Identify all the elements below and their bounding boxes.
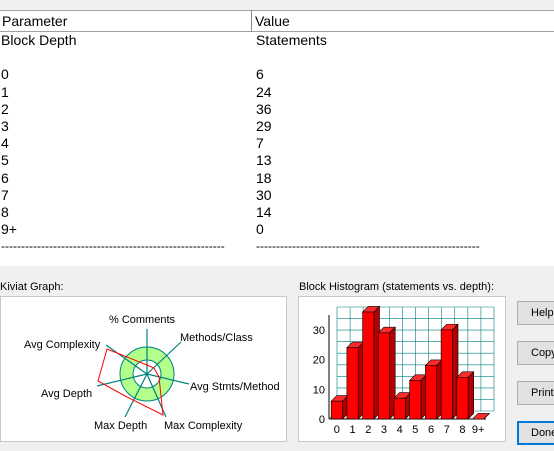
help-button[interactable]: Help <box>517 301 554 325</box>
histogram-y-tick-label: 0 <box>319 414 325 426</box>
table-row-parameter: Block Depth <box>1 32 77 48</box>
parameter-column: Block Depth 0 1 2 3 4 5 6 7 8 9+ ------------------… <box>1 32 225 255</box>
histogram-x-tick-label: 1 <box>349 424 355 436</box>
histogram-bar-side <box>467 371 475 420</box>
block-histogram-label: Block Histogram (statements vs. depth): <box>299 281 495 293</box>
table-row-value: 7 <box>256 135 264 152</box>
block-histogram: 0 10 20 30 0 1 2 3 4 5 6 7 8 9+ <box>298 296 506 442</box>
table-row-value: 18 <box>256 169 272 186</box>
table-row-parameter: 4 <box>1 135 9 152</box>
histogram-bar <box>425 365 438 420</box>
histogram-x-tick-label: 8 <box>459 424 465 436</box>
histogram-bar-side <box>483 413 490 420</box>
table-row-parameter: 2 <box>1 100 9 117</box>
histogram-bar <box>346 347 359 420</box>
histogram-x-tick-label: 0 <box>334 424 340 436</box>
separator-line: ----------------------------------------… <box>256 239 480 254</box>
kiviat-label-avg-depth: Avg Depth <box>41 388 92 400</box>
axis-max-depth <box>124 373 148 418</box>
histogram-bar <box>393 397 406 420</box>
table-row-parameter: 1 <box>1 83 9 100</box>
value-column: Statements 6 24 36 29 7 13 18 30 14 0 -------------… <box>256 32 480 255</box>
axis-avg-depth <box>96 373 148 387</box>
kiviat-label-methods-class: Methods/Class <box>180 332 253 344</box>
histogram-bar <box>409 380 422 420</box>
value-column-header[interactable]: Value <box>252 10 554 32</box>
table-row-value: 14 <box>256 203 272 220</box>
table-row-parameter: 5 <box>1 152 9 169</box>
kiviat-label-comments: % Comments <box>109 314 176 326</box>
table-row-parameter: 9+ <box>1 221 17 238</box>
histogram-x-tick-label: 4 <box>397 424 403 436</box>
parameter-column-header[interactable]: Parameter <box>0 10 252 32</box>
axis-methods-class <box>146 341 182 375</box>
table-row-value: 0 <box>256 221 264 238</box>
kiviat-graph-label: Kiviat Graph: <box>0 281 64 293</box>
table-row-value <box>256 49 480 66</box>
done-button[interactable]: Done <box>517 421 554 445</box>
table-row-parameter: 6 <box>1 169 9 186</box>
table-row-parameter: 3 <box>1 117 9 134</box>
kiviat-svg: % Comments Methods/Class Avg Stmts/Metho… <box>24 314 280 432</box>
print-button[interactable]: Print <box>517 381 554 405</box>
histogram-bar <box>362 311 375 420</box>
table-row-value: Statements <box>256 32 327 48</box>
axis-avg-complexity <box>105 344 148 375</box>
histogram-y-tick-label: 10 <box>313 384 325 396</box>
table-row-value: 36 <box>256 100 272 117</box>
histogram-x-tick-label: 7 <box>444 424 450 436</box>
histogram-bar <box>377 332 390 420</box>
kiviat-label-avg-complexity: Avg Complexity <box>24 339 101 351</box>
histogram-x-tick-label: 9+ <box>472 424 485 436</box>
table-row-parameter: 8 <box>1 203 9 220</box>
parameter-table: Parameter Value Block Depth 0 1 2 3 4 5 6 7 8 9+ --… <box>0 10 554 266</box>
table-row-value: 13 <box>256 152 272 169</box>
histogram-bar <box>330 400 343 420</box>
histogram-bar <box>440 329 453 420</box>
histogram-x-tick-label: 3 <box>381 424 387 436</box>
table-row-parameter: 7 <box>1 186 9 203</box>
axis-avg-stmts <box>146 373 190 385</box>
copy-button[interactable]: Copy <box>517 341 554 365</box>
histogram-x-tick-label: 2 <box>365 424 371 436</box>
histogram-x-tick-label: 5 <box>412 424 418 436</box>
histogram-y-tick-label: 30 <box>313 325 325 337</box>
kiviat-graph: % Comments Methods/Class Avg Stmts/Metho… <box>0 296 287 442</box>
histogram-x-tick-label: 6 <box>428 424 434 436</box>
kiviat-label-avg-stmts: Avg Stmts/Method <box>190 381 280 393</box>
histogram-bar <box>456 377 469 420</box>
table-row-parameter: 0 <box>1 66 9 83</box>
table-row-value: 30 <box>256 186 272 203</box>
table-row-value: 24 <box>256 83 272 100</box>
kiviat-label-max-complexity: Max Complexity <box>164 420 243 432</box>
kiviat-polygon <box>97 348 164 416</box>
table-row-value: 29 <box>256 117 272 134</box>
histogram-y-tick-label: 20 <box>313 355 325 367</box>
table-row-value: 6 <box>256 66 264 83</box>
separator-line: ----------------------------------------… <box>1 239 225 254</box>
kiviat-label-max-depth: Max Depth <box>94 420 147 432</box>
table-row-parameter <box>1 49 225 66</box>
